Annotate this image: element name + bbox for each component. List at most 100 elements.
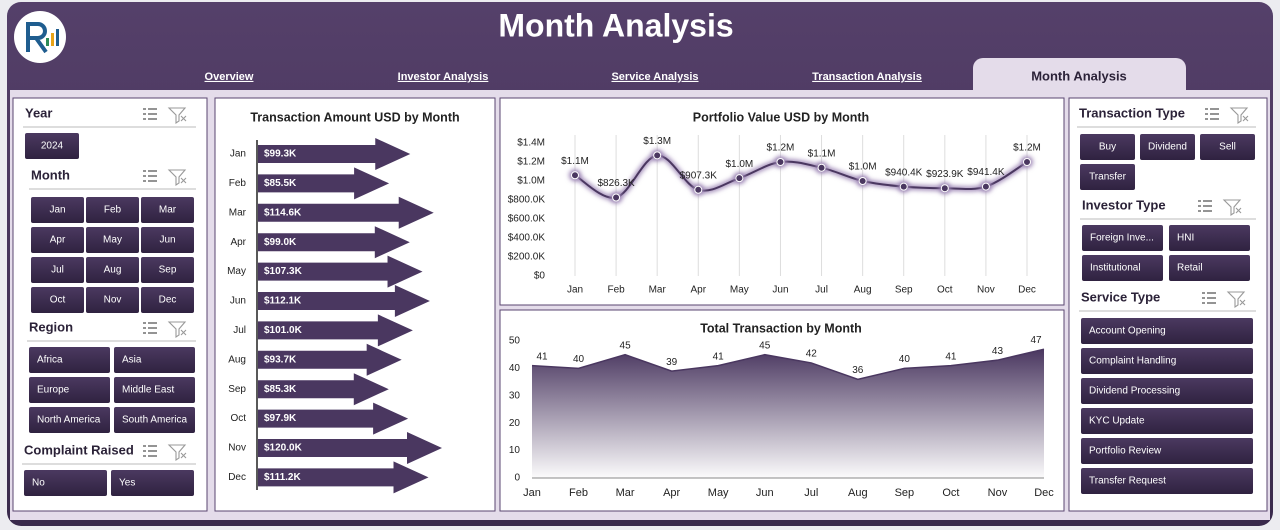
slicer-button-label: Dec: [159, 295, 177, 306]
data-label: $1.0M: [725, 159, 753, 170]
slicer-button[interactable]: [29, 347, 110, 373]
slicer-button[interactable]: [29, 407, 110, 433]
active-tab-bg: [973, 58, 1186, 90]
nav-tab[interactable]: Investor Analysis: [398, 71, 489, 83]
slicer-button[interactable]: [29, 377, 110, 403]
data-label: $1.0M: [849, 162, 877, 173]
slicer-button[interactable]: [31, 257, 84, 283]
slicer-button-label: Nov: [104, 295, 122, 306]
y-tick-label: Mar: [229, 207, 247, 218]
slicer-button[interactable]: [86, 257, 139, 283]
x-tick-label: Feb: [607, 285, 625, 296]
slicer-button[interactable]: [1081, 348, 1253, 374]
slicer-button-label: Africa: [37, 355, 63, 366]
data-label: 41: [713, 351, 725, 362]
arrow-bar: [258, 461, 429, 494]
slicer-button[interactable]: [1082, 255, 1163, 281]
x-tick-label: Mar: [616, 487, 635, 499]
y-tick-label: Jan: [230, 149, 246, 160]
slicer-button[interactable]: [1081, 318, 1253, 344]
clear-filter-icon[interactable]: [1222, 199, 1242, 217]
clear-filter-icon[interactable]: [1226, 291, 1246, 309]
select-all-icon[interactable]: [1205, 108, 1219, 120]
slicer-button[interactable]: [141, 197, 194, 223]
slicer-button-label: Dividend: [1148, 142, 1187, 153]
slicer-button-label: Account Opening: [1089, 326, 1166, 337]
y-tick-label: 50: [509, 336, 521, 347]
data-label: 39: [666, 357, 678, 368]
slicer-button[interactable]: [1081, 378, 1253, 404]
select-all-icon[interactable]: [143, 108, 157, 120]
nav-tab[interactable]: Service Analysis: [611, 71, 698, 83]
clear-filter-icon[interactable]: [1229, 107, 1249, 125]
slicer-button[interactable]: [1169, 225, 1250, 251]
slicer-button[interactable]: [1169, 255, 1250, 281]
nav-tab[interactable]: Transaction Analysis: [812, 71, 922, 83]
slicer-button[interactable]: [31, 227, 84, 253]
x-tick-label: Mar: [649, 285, 667, 296]
slicer-button[interactable]: [111, 470, 194, 496]
x-tick-label: Oct: [937, 285, 953, 296]
data-label: 45: [620, 340, 632, 351]
select-all-icon[interactable]: [1202, 292, 1216, 304]
slicer-button[interactable]: [114, 347, 195, 373]
slicer-button-label: Dividend Processing: [1089, 386, 1180, 397]
nav-tab[interactable]: Overview: [205, 71, 254, 83]
slicer-button-label: No: [32, 478, 45, 489]
slicer-button[interactable]: [1081, 408, 1253, 434]
slicer-button[interactable]: [1081, 468, 1253, 494]
slicer-title: Region: [29, 319, 73, 334]
slicer-button-label: 2024: [41, 141, 64, 152]
slicer-button[interactable]: [86, 227, 139, 253]
slicer-button[interactable]: [86, 287, 139, 313]
slicer-button[interactable]: [1080, 134, 1135, 160]
x-tick-label: Jun: [756, 487, 774, 499]
slicer-button[interactable]: [1080, 164, 1135, 190]
logo-bar: [51, 33, 54, 46]
y-tick-label: 40: [509, 363, 521, 374]
marker: [1023, 158, 1031, 166]
y-tick-label: $1.0M: [517, 176, 545, 187]
arrow-bar: [258, 373, 389, 406]
marker: [817, 163, 826, 172]
slicer-button[interactable]: [1081, 438, 1253, 464]
slicer-title: Year: [25, 105, 52, 120]
slicer-button[interactable]: [31, 287, 84, 313]
slicer-button[interactable]: [141, 227, 194, 253]
slicer-button[interactable]: [1082, 225, 1163, 251]
slicer-button[interactable]: [24, 470, 107, 496]
slicer-button[interactable]: [1140, 134, 1195, 160]
slicer-button[interactable]: [86, 197, 139, 223]
slicer-button[interactable]: [141, 257, 194, 283]
slicer-title: Investor Type: [1082, 197, 1166, 212]
clear-filter-icon[interactable]: [167, 169, 187, 187]
clear-filter-icon[interactable]: [167, 444, 187, 462]
select-all-icon[interactable]: [143, 322, 157, 334]
clear-filter-icon[interactable]: [167, 107, 187, 125]
select-all-icon[interactable]: [1198, 200, 1212, 212]
clear-filter-icon[interactable]: [167, 321, 187, 339]
chart-title: Transaction Amount USD by Month: [250, 110, 459, 124]
data-label: 40: [899, 354, 911, 365]
slicer-button[interactable]: [25, 133, 79, 159]
data-label: 41: [536, 351, 548, 362]
slicer-button[interactable]: [1200, 134, 1255, 160]
data-label: $1.2M: [767, 143, 795, 154]
nav-tab[interactable]: Month Analysis: [1031, 68, 1127, 83]
slicer-button[interactable]: [31, 197, 84, 223]
slicer-button[interactable]: [141, 287, 194, 313]
x-tick-label: Nov: [988, 487, 1008, 499]
marker: [858, 177, 867, 185]
slicer-button-label: Feb: [104, 205, 122, 216]
logo: [14, 11, 66, 63]
y-tick-label: Sep: [228, 384, 246, 395]
chart-panel: [499, 97, 1065, 306]
slicer-button[interactable]: [114, 377, 195, 403]
slicer-button-label: South America: [122, 415, 187, 426]
slicer-button[interactable]: [114, 407, 195, 433]
select-all-icon[interactable]: [143, 445, 157, 457]
data-label: $93.7K: [264, 354, 297, 365]
arrow-bar: [258, 402, 409, 435]
select-all-icon[interactable]: [143, 170, 157, 182]
chart-title: Portfolio Value USD by Month: [693, 110, 869, 124]
